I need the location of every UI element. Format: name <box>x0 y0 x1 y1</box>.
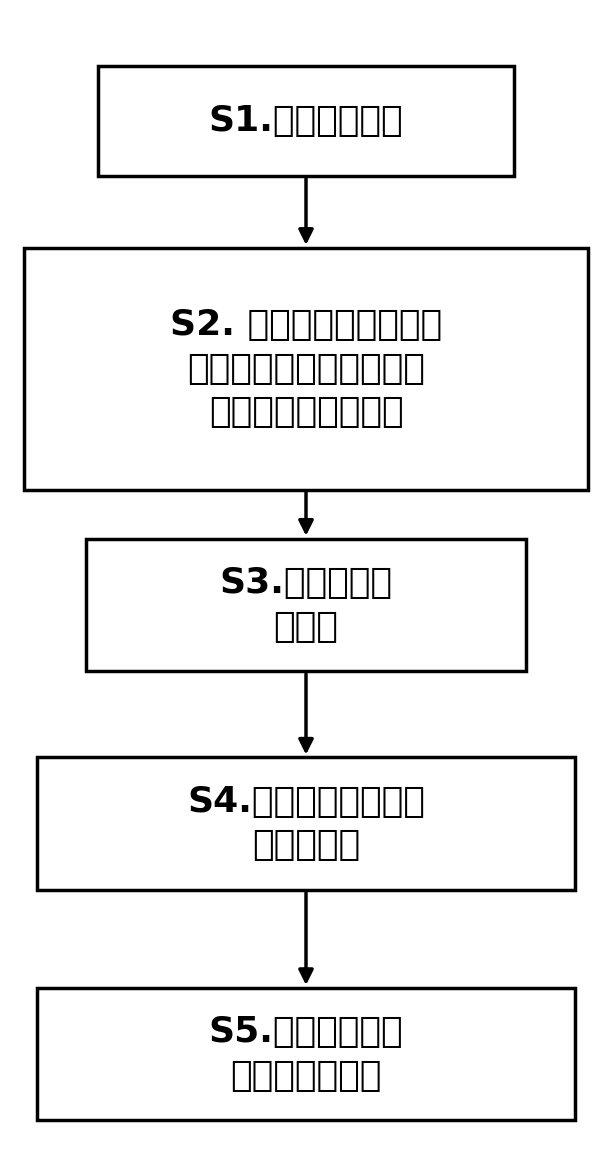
Text: S4.在压力检测点逐点
检测并读数: S4.在压力检测点逐点 检测并读数 <box>187 785 425 863</box>
Text: S1.微压计的准备: S1.微压计的准备 <box>209 104 403 138</box>
Bar <box>24 248 588 490</box>
Bar <box>37 987 575 1120</box>
Text: S3.压力检测点
的选择: S3.压力检测点 的选择 <box>220 566 392 644</box>
Bar <box>86 539 526 670</box>
Bar <box>98 67 514 175</box>
Bar <box>37 758 575 889</box>
Text: S2. 将需修正微压计、压
力标准器、调压器用三通
接头和医用胶管连接: S2. 将需修正微压计、压 力标准器、调压器用三通 接头和医用胶管连接 <box>170 309 442 429</box>
Text: S5.计算各压力检
测点的显示偏差: S5.计算各压力检 测点的显示偏差 <box>209 1015 403 1093</box>
